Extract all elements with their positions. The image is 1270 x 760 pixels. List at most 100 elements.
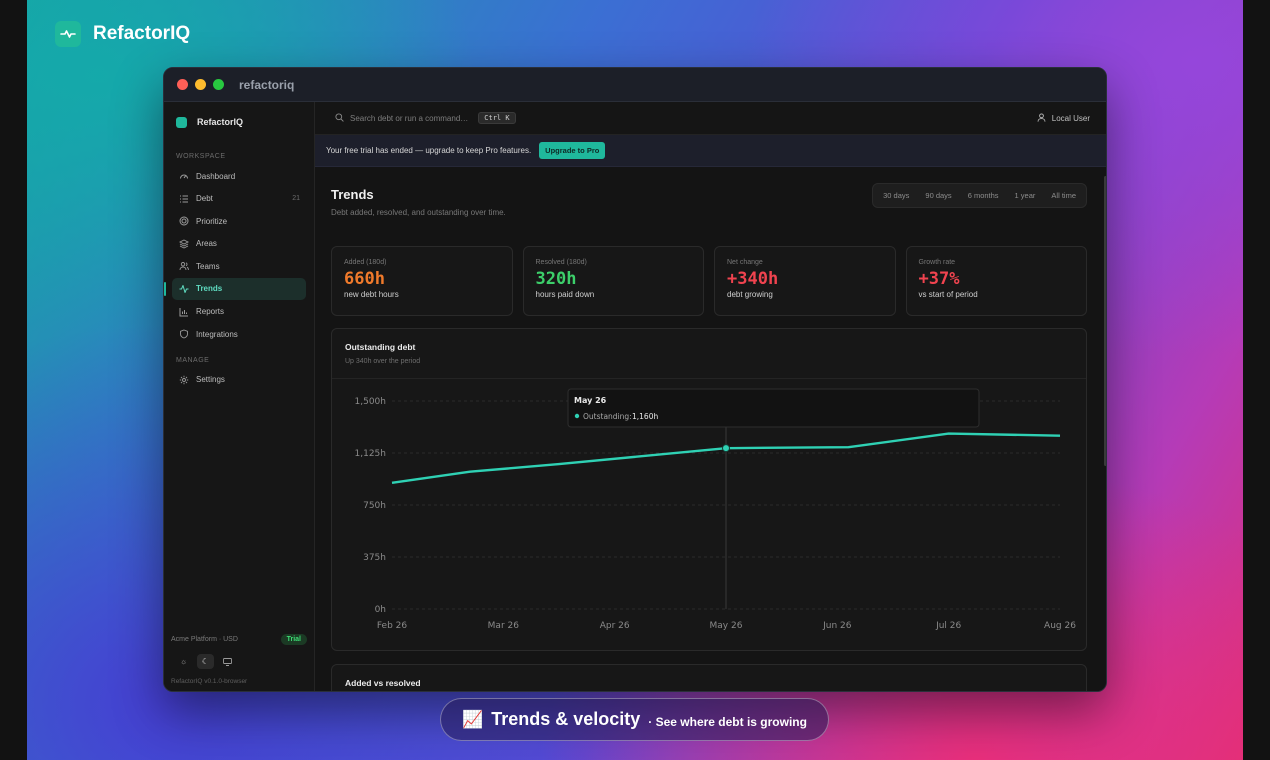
maximize-window-button[interactable] [213,79,224,90]
trial-banner-text: Your free trial has ended — upgrade to k… [326,146,532,155]
stat-label: Resolved (180d) [535,259,587,266]
stat-label: Growth rate [918,259,956,266]
card-title: Added vs resolved [345,678,421,688]
sidebar-item-areas[interactable]: Areas [172,233,306,255]
x-tick-label: Feb 26 [377,621,408,631]
page-header: Trends Debt added, resolved, and outstan… [331,167,1087,231]
sidebar-item-label: Prioritize [196,216,228,226]
user-menu[interactable]: Local User [1037,112,1090,124]
range-all-time[interactable]: All time [1051,191,1076,200]
x-tick-label: May 26 [710,621,743,631]
y-tick-label: 0h [375,605,386,615]
workspace-plan[interactable]: Acme Platform · USD Trial [171,634,307,645]
sidebar: RefactorIQ WORKSPACE Dashboard Debt 21 P… [164,102,315,691]
range-6-months[interactable]: 6 months [967,191,999,200]
x-tick-label: Jul 26 [935,621,961,631]
stat-value: 660h [344,269,385,289]
data-point [722,444,730,453]
upgrade-button[interactable]: Upgrade to Pro [539,142,606,159]
stat-label: Added (180d) [344,259,387,266]
workspace-name: Acme Platform · USD [171,636,238,643]
command-search[interactable]: Search debt or run a command… Ctrl K [335,112,516,124]
sidebar-item-label: Teams [196,261,220,271]
y-tick-label: 375h [363,553,386,563]
sidebar-section-workspace: WORKSPACE [176,153,226,160]
monitor-icon[interactable] [219,654,236,669]
layers-icon [178,238,189,249]
window-title: refactoriq [239,77,295,92]
y-tick-label: 750h [363,501,386,511]
range-1-year[interactable]: 1 year [1014,191,1036,200]
stat-cards: Added (180d) 660h new debt hours Resolve… [331,246,1087,316]
stat-subtext: hours paid down [535,290,595,299]
stat-subtext: new debt hours [344,290,399,299]
y-tick-label: 1,500h [355,397,386,407]
outstanding-debt-chart[interactable]: 0h 375h 750h 1,125h 1,500h Feb 26 Mar 26 Apr 26… [332,379,1088,651]
users-icon [178,261,189,272]
sidebar-brand-name: RefactorIQ [197,117,244,127]
tooltip-title: May 26 [574,396,607,405]
close-window-button[interactable] [177,79,188,90]
minimize-window-button[interactable] [195,79,206,90]
chart-title: Outstanding debt [345,342,416,352]
gauge-icon [178,171,189,182]
user-name: Local User [1051,113,1090,123]
trends-content: Trends Debt added, resolved, and outstan… [331,167,1088,691]
main-panel: Search debt or run a command… Ctrl K Loc… [315,102,1106,691]
app-window: refactoriq RefactorIQ WORKSPACE Dashboar… [163,67,1107,692]
x-tick-label: Apr 26 [600,621,630,631]
moon-icon[interactable]: ☾ [197,654,214,669]
user-icon [1037,112,1046,124]
sidebar-item-label: Debt [196,194,213,204]
page-title: Trends [331,187,374,202]
theme-switcher: ☼ ☾ [171,654,307,669]
added-vs-resolved-card: Added vs resolved [331,664,1087,691]
trial-badge: Trial [280,634,307,645]
scrollbar[interactable] [1104,176,1106,466]
stat-label: Net change [727,259,763,266]
brand-name: RefactorIQ [93,23,191,44]
debt-count-badge: 21 [292,195,300,203]
titlebar: refactoriq [164,68,1106,102]
chart-header: Outstanding debt Up 340h over the period [332,329,1086,379]
range-90-days[interactable]: 90 days [925,191,952,200]
sidebar-item-reports[interactable]: Reports [172,301,306,323]
sun-icon[interactable]: ☼ [179,657,188,666]
x-tick-label: Aug 26 [1044,621,1076,631]
shield-icon [178,329,189,340]
sidebar-item-trends[interactable]: Trends [164,277,306,300]
feature-caption: 📈 Trends & velocity · See where debt is … [440,698,829,741]
sidebar-item-prioritize[interactable]: Prioritize [172,210,306,232]
range-30-days[interactable]: 30 days [883,191,910,200]
chart-subtitle: Up 340h over the period [345,358,421,365]
search-input[interactable]: Search debt or run a command… [350,113,469,123]
tooltip-box [567,388,980,428]
sidebar-item-integrations[interactable]: Integrations [172,323,306,345]
stat-value: +340h [727,269,779,289]
sidebar-item-dashboard[interactable]: Dashboard [172,165,306,187]
sidebar-item-label: Dashboard [196,171,236,181]
page-subtitle: Debt added, resolved, and outstanding ov… [331,208,506,217]
stat-card-net-change: Net change +340h debt growing [714,246,896,316]
stat-card-added: Added (180d) 660h new debt hours [331,246,513,316]
sidebar-item-settings[interactable]: Settings [172,369,306,391]
caption-title: Trends & velocity [491,709,641,729]
sidebar-brand[interactable]: RefactorIQ [164,102,314,142]
pulse-logo-icon [55,21,81,47]
trial-banner: Your free trial has ended — upgrade to k… [315,135,1106,167]
gear-icon [178,374,189,385]
sidebar-item-label: Settings [196,375,225,385]
active-indicator [164,281,166,296]
x-tick-label: Jun 26 [822,621,852,631]
tooltip-legend-dot [574,413,580,419]
brand-header: RefactorIQ [55,21,190,47]
stat-value: 320h [535,269,577,289]
sidebar-item-debt[interactable]: Debt 21 [172,188,306,210]
app-version: RefactorIQ v0.1.0-browser [171,678,248,685]
x-tick-label: Mar 26 [488,621,520,631]
sidebar-item-teams[interactable]: Teams [172,255,306,277]
y-tick-label: 1,125h [355,449,386,459]
stat-value: +37% [918,269,960,289]
sidebar-footer: Acme Platform · USD Trial ☼ ☾ RefactorIQ… [164,626,314,691]
stat-card-resolved: Resolved (180d) 320h hours paid down [522,246,704,316]
